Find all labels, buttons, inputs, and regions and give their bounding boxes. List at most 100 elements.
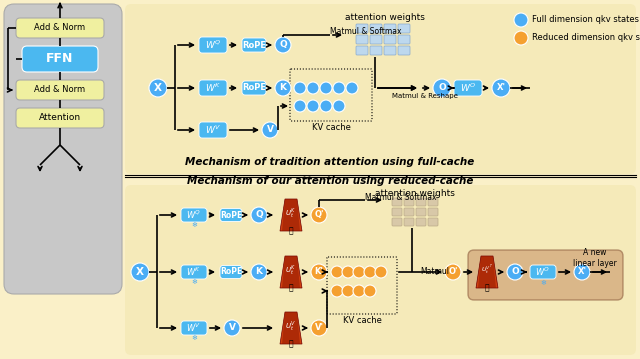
Text: X: X: [136, 267, 144, 277]
FancyBboxPatch shape: [404, 198, 414, 206]
Circle shape: [492, 79, 510, 97]
FancyBboxPatch shape: [220, 266, 242, 279]
FancyBboxPatch shape: [404, 218, 414, 226]
Circle shape: [346, 82, 358, 94]
FancyBboxPatch shape: [384, 46, 396, 55]
Text: ❄: ❄: [540, 280, 546, 286]
Text: ❄: ❄: [191, 335, 197, 341]
Circle shape: [311, 320, 327, 336]
Polygon shape: [282, 199, 300, 231]
Text: X: X: [154, 83, 162, 93]
Text: Matmul: Matmul: [420, 267, 449, 276]
Circle shape: [507, 264, 523, 280]
FancyBboxPatch shape: [384, 35, 396, 44]
Circle shape: [311, 207, 327, 223]
FancyBboxPatch shape: [454, 80, 482, 96]
Text: 🔥: 🔥: [289, 227, 293, 236]
Circle shape: [375, 266, 387, 278]
Text: ❄: ❄: [191, 222, 197, 228]
Text: 🔥: 🔥: [289, 340, 293, 349]
FancyBboxPatch shape: [125, 4, 636, 174]
FancyBboxPatch shape: [199, 37, 227, 53]
Text: Q: Q: [279, 41, 287, 50]
Circle shape: [275, 80, 291, 96]
Text: $W^V$: $W^V$: [205, 124, 221, 136]
FancyBboxPatch shape: [356, 35, 368, 44]
Circle shape: [320, 100, 332, 112]
Text: Reduced dimension qkv states: Reduced dimension qkv states: [532, 33, 640, 42]
Text: X': X': [577, 267, 586, 276]
FancyBboxPatch shape: [242, 38, 266, 52]
Circle shape: [333, 100, 345, 112]
FancyBboxPatch shape: [392, 218, 402, 226]
FancyBboxPatch shape: [199, 80, 227, 96]
Text: Mechanism of our attention using reduced-cache: Mechanism of our attention using reduced…: [187, 176, 473, 186]
Text: $U_t^{V^T}$: $U_t^{V^T}$: [481, 264, 493, 276]
Text: attention weights: attention weights: [345, 14, 425, 23]
Text: Attention: Attention: [39, 113, 81, 122]
Circle shape: [445, 264, 461, 280]
Text: $W^Q$: $W^Q$: [205, 39, 221, 51]
FancyBboxPatch shape: [125, 185, 636, 355]
Circle shape: [331, 266, 343, 278]
Circle shape: [353, 266, 365, 278]
Polygon shape: [282, 256, 300, 288]
Text: Q': Q': [314, 210, 324, 219]
Polygon shape: [282, 312, 300, 344]
FancyBboxPatch shape: [22, 46, 98, 72]
Text: Mechanism of tradition attention using full-cache: Mechanism of tradition attention using f…: [186, 157, 475, 167]
Polygon shape: [280, 312, 302, 344]
Text: 🔥: 🔥: [484, 284, 490, 293]
Circle shape: [131, 263, 149, 281]
Text: X': X': [497, 84, 506, 93]
Text: RoPE: RoPE: [220, 210, 242, 219]
Circle shape: [251, 264, 267, 280]
Circle shape: [307, 82, 319, 94]
Circle shape: [433, 79, 451, 97]
Circle shape: [353, 285, 365, 297]
FancyBboxPatch shape: [398, 46, 410, 55]
FancyBboxPatch shape: [530, 265, 556, 279]
Text: V: V: [266, 126, 273, 135]
FancyBboxPatch shape: [392, 208, 402, 216]
Circle shape: [224, 320, 240, 336]
Text: O: O: [438, 84, 446, 93]
Text: Add & Norm: Add & Norm: [35, 85, 86, 94]
Circle shape: [294, 100, 306, 112]
Text: Q: Q: [255, 210, 263, 219]
Circle shape: [364, 266, 376, 278]
Text: O: O: [511, 267, 519, 276]
Text: $W^O$: $W^O$: [460, 82, 476, 94]
Text: O': O': [448, 267, 458, 276]
FancyBboxPatch shape: [416, 198, 426, 206]
Circle shape: [149, 79, 167, 97]
FancyBboxPatch shape: [468, 250, 623, 300]
Circle shape: [311, 264, 327, 280]
Text: RoPE: RoPE: [242, 84, 266, 93]
Polygon shape: [280, 199, 302, 231]
FancyBboxPatch shape: [181, 321, 207, 335]
Circle shape: [307, 100, 319, 112]
Circle shape: [262, 122, 278, 138]
Text: $U_t^K$: $U_t^K$: [285, 263, 296, 277]
FancyBboxPatch shape: [416, 218, 426, 226]
FancyBboxPatch shape: [356, 46, 368, 55]
Text: $W^Q$: $W^Q$: [186, 209, 202, 221]
Circle shape: [342, 285, 354, 297]
Text: K': K': [315, 267, 323, 276]
Text: Matmul & Reshape: Matmul & Reshape: [392, 93, 458, 99]
Text: Add & Norm: Add & Norm: [35, 23, 86, 33]
FancyBboxPatch shape: [16, 80, 104, 100]
Text: V: V: [228, 323, 236, 332]
Circle shape: [574, 264, 590, 280]
FancyBboxPatch shape: [199, 122, 227, 138]
Circle shape: [275, 37, 291, 53]
Text: Full dimension qkv states: Full dimension qkv states: [532, 15, 639, 24]
Circle shape: [342, 266, 354, 278]
Circle shape: [514, 31, 528, 45]
FancyBboxPatch shape: [370, 35, 382, 44]
Text: Matmul & Softmax: Matmul & Softmax: [365, 192, 436, 201]
Text: KV cache: KV cache: [342, 316, 381, 325]
Circle shape: [364, 285, 376, 297]
Text: $U_t^K$: $U_t^K$: [285, 206, 296, 220]
